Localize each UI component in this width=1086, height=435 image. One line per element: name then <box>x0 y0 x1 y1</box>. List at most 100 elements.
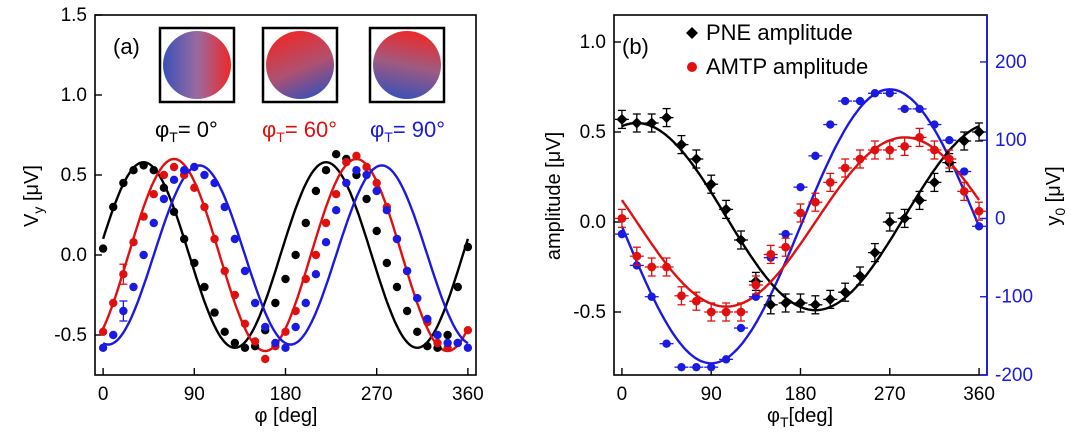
data-point <box>392 282 402 292</box>
data-point <box>139 250 148 260</box>
data-point <box>382 258 392 268</box>
data-point <box>781 229 790 239</box>
data-point <box>885 89 894 98</box>
fit-curves <box>620 88 981 365</box>
data-point <box>129 238 138 247</box>
data-point <box>190 258 199 268</box>
data-point <box>240 266 250 276</box>
data-point <box>331 150 341 159</box>
data-point <box>311 270 321 279</box>
data-point <box>342 158 351 167</box>
data-point <box>240 343 250 352</box>
data-point <box>331 206 341 215</box>
data-point <box>342 178 351 188</box>
y-tick-labels: -0.5 0.0 0.5 1.0 1.5 <box>54 5 87 346</box>
x-tick-label: 0 <box>98 384 109 405</box>
data-point <box>230 338 240 348</box>
data-point <box>959 167 969 176</box>
x-tick-labels: 0 90 180 270 360 <box>617 384 995 405</box>
data-point <box>321 218 331 228</box>
inset-label: φT= 90° <box>370 117 445 145</box>
data-point <box>796 208 805 218</box>
data-point <box>149 190 158 199</box>
data-point <box>210 178 219 188</box>
data-point <box>261 354 270 364</box>
panel-label: (a) <box>113 34 140 59</box>
data-point <box>453 338 462 348</box>
data-point <box>855 96 865 106</box>
data-point <box>321 166 331 175</box>
data-point <box>220 327 229 336</box>
data-point <box>854 270 866 282</box>
data-point <box>139 161 148 170</box>
panel-label: (b) <box>622 34 649 59</box>
data-point <box>433 330 442 340</box>
y-tick-label: 1.5 <box>61 5 87 26</box>
data-point <box>765 299 777 311</box>
data-point <box>780 297 792 309</box>
data-point <box>647 262 657 272</box>
data-point <box>301 274 310 284</box>
data-point <box>884 216 896 228</box>
y-tick-label: 0.0 <box>580 212 606 233</box>
data-point <box>795 297 806 309</box>
fit-curve <box>102 157 469 353</box>
data-point <box>631 117 643 129</box>
data-point <box>647 292 656 301</box>
data-point <box>119 270 128 279</box>
y2-tick-label: 0 <box>995 208 1006 229</box>
data-point <box>870 145 880 155</box>
fit-curve <box>101 160 470 350</box>
legend: PNE amplitude AMTP amplitude <box>686 20 868 79</box>
data-point <box>250 337 260 346</box>
y-tick-label: 0.5 <box>61 165 87 186</box>
data-point <box>899 212 911 224</box>
data-point <box>271 298 280 308</box>
data-point <box>443 330 452 340</box>
data-point <box>675 139 687 151</box>
y2-tick-label: 200 <box>995 52 1027 73</box>
x-tick-label: 270 <box>361 384 393 405</box>
data-point <box>169 175 179 184</box>
data-point <box>809 299 821 311</box>
data-point <box>372 226 381 236</box>
data-point <box>796 182 805 192</box>
data-point <box>281 327 290 336</box>
data-point <box>413 294 422 303</box>
data-point <box>930 120 939 129</box>
data-point <box>959 187 969 196</box>
data-point <box>139 212 148 221</box>
data-point <box>119 306 128 316</box>
data-point <box>914 194 926 206</box>
data-point <box>945 136 954 145</box>
data-point <box>352 151 361 160</box>
data-point <box>372 186 381 196</box>
data-point <box>453 282 462 292</box>
data-point <box>210 234 219 244</box>
x-tick-label: 360 <box>452 384 484 405</box>
data-point <box>362 162 371 172</box>
data-point <box>109 202 118 212</box>
data-point <box>220 202 229 212</box>
data-point <box>362 170 371 180</box>
data-point <box>402 266 412 276</box>
data-point <box>735 234 747 246</box>
data-point <box>271 338 280 348</box>
panel-a: (a) φT= 0° φT= 60° φT= 90° 0 90 180 270 360 -0… <box>21 5 484 427</box>
data-point <box>928 176 940 188</box>
data-point <box>811 151 820 161</box>
data-point <box>372 178 381 188</box>
x-axis-label: φT[deg] <box>767 405 833 430</box>
data-point <box>810 197 820 207</box>
data-point <box>824 293 836 305</box>
data-point <box>869 247 881 259</box>
data-point <box>766 250 776 259</box>
legend-marker <box>686 27 698 39</box>
data-point <box>973 126 985 138</box>
data-point <box>402 306 412 316</box>
data-point <box>616 113 628 125</box>
data-point <box>423 342 432 351</box>
data-point <box>220 266 229 276</box>
data-point <box>301 298 310 308</box>
